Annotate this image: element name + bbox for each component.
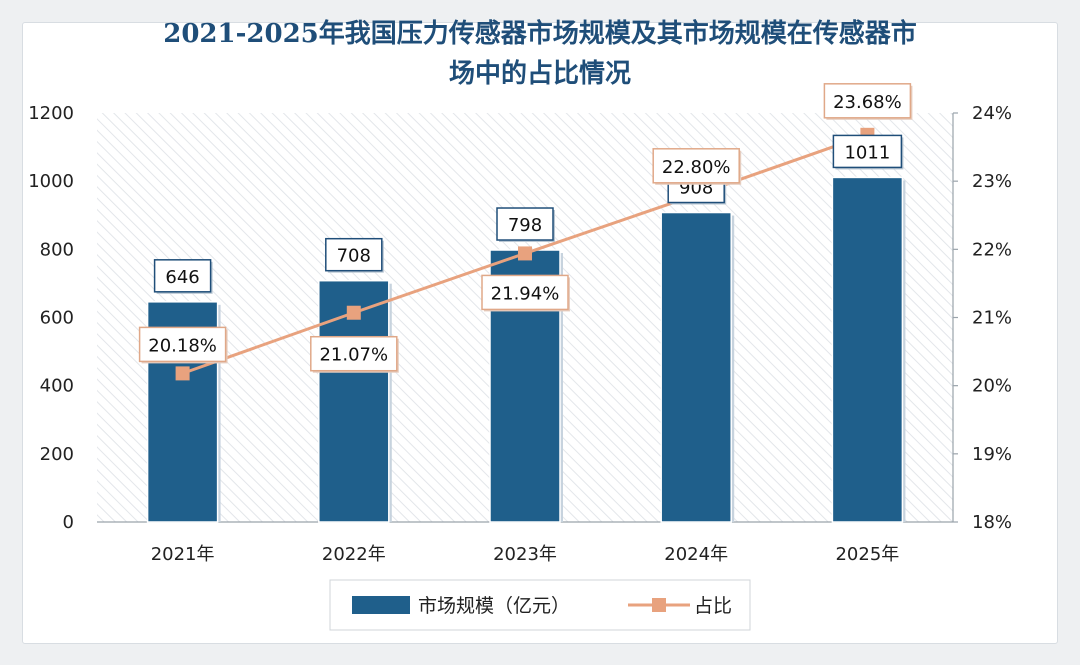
line-value-label-box [138, 326, 227, 363]
y-right-tick-label: 19% [972, 444, 1012, 465]
line-value-label-box [823, 83, 912, 119]
y-left-tick-label: 400 [40, 376, 74, 397]
bar-value-label-box [325, 237, 383, 272]
y-left-tick-label: 200 [40, 444, 74, 465]
x-tick-label: 2022年 [322, 544, 386, 565]
line-value-label: 23.68% [833, 92, 902, 113]
y-right-tick-label: 22% [972, 239, 1012, 260]
line-value-label-box [310, 335, 398, 372]
line-value-label-box [481, 274, 569, 311]
bar-value-label-box [153, 259, 212, 293]
bar-value-label-box [496, 207, 554, 241]
line-value-label: 21.94% [491, 283, 560, 304]
bar [660, 211, 732, 523]
line-marker [518, 246, 532, 261]
y-left-tick-label: 800 [40, 239, 74, 260]
chart-title: 2021-2025年我国压力传感器市场规模及其市场规模在传感器市 场中的占比情况 [0, 14, 1080, 94]
y-right-tick-label: 24% [972, 103, 1012, 124]
y-left-tick-label: 1000 [28, 171, 74, 192]
line-value-label: 22.80% [662, 157, 731, 178]
line-value-label: 20.18% [148, 335, 217, 356]
y-left-tick-label: 0 [63, 512, 74, 533]
x-tick-label: 2021年 [151, 544, 215, 565]
line-marker [346, 305, 361, 320]
y-right-tick-label: 23% [972, 171, 1012, 192]
y-left-tick-label: 600 [40, 308, 74, 329]
x-tick-label: 2023年 [493, 544, 557, 565]
line-value-label: 21.07% [319, 345, 388, 366]
x-tick-label: 2025年 [835, 544, 899, 565]
bar-value-label: 708 [337, 246, 371, 267]
y-right-tick-label: 21% [972, 308, 1012, 329]
x-tick-label: 2024年 [664, 544, 728, 565]
bar-value-label: 1011 [844, 142, 890, 163]
y-left-tick-label: 1200 [28, 103, 74, 124]
chart-title-line-1: 2021-2025年我国压力传感器市场规模及其市场规模在传感器市 [163, 19, 917, 49]
y-right-tick-label: 18% [972, 512, 1012, 533]
bar [831, 176, 904, 523]
bar-value-label-box [832, 134, 903, 169]
y-right-tick-label: 20% [972, 376, 1012, 397]
line-value-label-box [652, 148, 740, 184]
legend-line-label: 占比 [694, 595, 732, 617]
legend-bar-label: 市场规模（亿元） [418, 595, 570, 617]
bar-value-label: 798 [508, 215, 542, 236]
chart-title-line-2: 场中的占比情况 [448, 59, 631, 89]
bar-value-label: 646 [165, 267, 199, 288]
line-marker [175, 366, 190, 381]
legend-line-marker [652, 598, 666, 612]
legend-bar-swatch [352, 596, 410, 614]
